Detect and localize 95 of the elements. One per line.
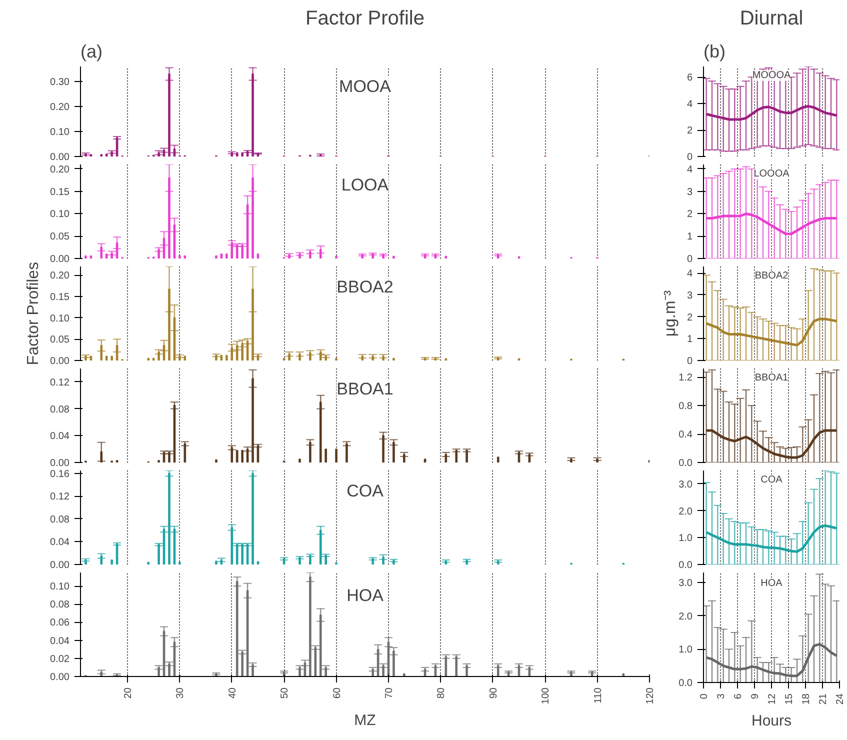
y-tick-label: 0.04 (50, 431, 70, 442)
x-axis-title: MZ (354, 712, 376, 730)
y-tick-label: 2.0 (678, 506, 693, 518)
x-tick-label: 9 (750, 693, 761, 700)
y-tick-label: 0.00 (50, 560, 70, 571)
y-tick-label: 3.0 (678, 479, 693, 490)
annotation: BBOA1 (754, 372, 789, 384)
y-tick-label: 0.10 (50, 582, 70, 593)
y-tick-label: 0.20 (50, 164, 70, 176)
annotation: BBOA2 (754, 270, 789, 282)
y-tick-label: 3.0 (678, 578, 693, 589)
y-tick-label: 2 (686, 126, 693, 137)
x-tick-label: 80 (436, 687, 448, 699)
y-tick-label: 4 (686, 164, 693, 176)
x-tick-label: 120 (645, 687, 656, 704)
chart-title: Diurnal (740, 8, 804, 30)
y-tick-label: 0.20 (50, 102, 70, 113)
x-tick-label: 30 (175, 687, 186, 699)
y-axis-title: Factor Profiles (25, 262, 42, 366)
y-tick-label: 0.30 (50, 77, 70, 88)
y-tick-label: 6 (686, 72, 693, 84)
annotation: HOA (346, 586, 384, 605)
annotation: HOA (760, 578, 783, 589)
x-tick-label: 24 (835, 693, 846, 705)
chart-title: Factor Profile (306, 8, 424, 30)
y-tick-label: 1.0 (678, 533, 693, 544)
y-tick-label: 0.00 (50, 152, 70, 163)
text: (a) (80, 42, 102, 62)
y-tick-label: 0 (686, 356, 693, 367)
x-tick-label: 110 (592, 687, 604, 704)
x-tick-label: 70 (384, 687, 395, 699)
y-tick-label: 1 (686, 232, 693, 243)
annotation: BBOA1 (336, 380, 394, 399)
x-tick-label: 21 (818, 693, 829, 705)
y-tick-label: 0.00 (50, 672, 70, 683)
y-tick-label: 0.00 (50, 458, 70, 469)
x-tick-label: 40 (227, 687, 238, 699)
annotation: COA (760, 474, 783, 486)
annotation: LOOA (341, 176, 390, 195)
x-tick-label: 90 (488, 687, 500, 699)
annotation: MOOOA (752, 70, 791, 81)
y-tick-label: 0.06 (50, 618, 70, 629)
y-tick-label: 4 (686, 99, 693, 110)
y-tick-label: 0.15 (50, 292, 70, 303)
y-tick-label: 2 (686, 209, 693, 220)
y-tick-label: 0.08 (50, 514, 70, 526)
annotation: COA (346, 482, 384, 501)
y-tick-label: 0.20 (50, 270, 70, 282)
annotation: BBOA2 (336, 278, 394, 297)
y-tick-label: 2.0 (678, 611, 693, 622)
y-tick-label: 0.05 (50, 334, 70, 346)
x-tick-label: 100 (540, 687, 552, 704)
y-tick-label: 0.02 (50, 654, 70, 665)
y-tick-label: 0.10 (50, 209, 70, 220)
y-tick-label: 0.0 (678, 560, 693, 571)
x-tick-label: 0 (699, 693, 710, 700)
y-tick-label: 1 (686, 334, 693, 346)
x-axis-title: Hours (751, 712, 792, 730)
y-tick-label: 0.05 (50, 232, 70, 243)
y-tick-label: 0.4 (678, 430, 693, 441)
y-tick-label: 4 (686, 268, 693, 280)
y-tick-label: 0.08 (50, 600, 70, 611)
y-tick-label: 0.0 (678, 678, 693, 689)
y-tick-label: 0.00 (50, 356, 70, 367)
x-tick-label: 3 (716, 693, 727, 700)
y-tick-label: 0 (686, 254, 693, 265)
x-tick-label: 15 (784, 693, 795, 705)
annotation: LOOOA (754, 168, 790, 180)
y-axis-title: μg.m⁻³ (662, 290, 679, 337)
x-tick-label: 20 (122, 687, 134, 699)
y-tick-label: 0.08 (50, 404, 70, 416)
x-tick-label: 60 (332, 687, 343, 699)
x-tick-label: 6 (733, 693, 744, 700)
y-tick-label: 0.16 (50, 468, 70, 480)
x-tick-label: 12 (767, 693, 778, 705)
y-tick-label: 0.10 (50, 127, 70, 138)
y-tick-label: 3 (686, 186, 693, 198)
y-tick-label: 0.04 (50, 537, 70, 548)
y-tick-label: 2 (686, 312, 693, 324)
x-tick-label: 18 (801, 693, 812, 705)
annotation: MOOA (339, 76, 392, 96)
y-tick-label: 1.0 (678, 644, 693, 656)
y-tick-label: 0.10 (50, 313, 70, 324)
y-tick-label: 0.12 (50, 377, 70, 388)
text: (b) (704, 42, 726, 62)
y-tick-label: 0.04 (50, 636, 70, 647)
y-tick-label: 0.00 (50, 254, 70, 265)
y-tick-label: 3 (686, 290, 693, 302)
y-tick-label: 0.8 (678, 401, 693, 412)
y-tick-label: 0.15 (50, 186, 70, 198)
y-tick-label: 0 (686, 152, 693, 163)
y-tick-label: 0.12 (50, 492, 70, 503)
y-tick-label: 0.0 (678, 458, 693, 469)
x-tick-label: 50 (280, 687, 291, 699)
y-tick-label: 1.2 (678, 372, 693, 384)
